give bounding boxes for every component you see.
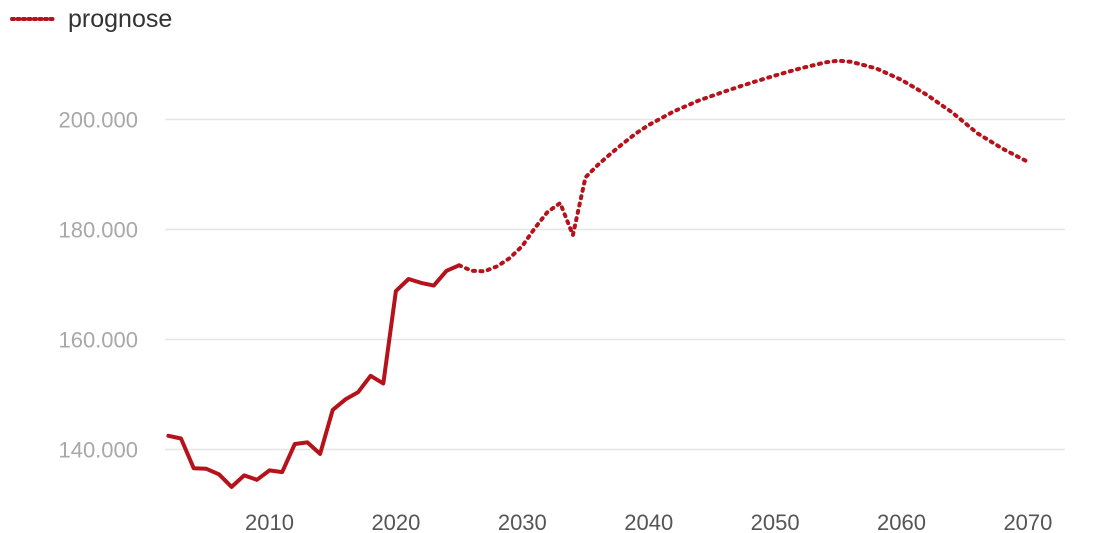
- series-line-historical: [166, 263, 462, 489]
- y-tick-label: 180.000: [58, 218, 138, 243]
- x-axis-ticks: 2010 2020 2030 2040 2050 2060 2070: [245, 510, 1052, 533]
- x-tick-label: 2020: [371, 510, 420, 533]
- y-tick-label: 200.000: [58, 108, 138, 133]
- legend: prognose: [10, 2, 172, 36]
- legend-label-prognose: prognose: [68, 4, 173, 33]
- gridlines: [165, 118, 1065, 451]
- x-tick-label: 2010: [245, 510, 294, 533]
- series-lines: [166, 58, 1030, 489]
- x-tick-label: 2070: [1003, 510, 1052, 533]
- x-tick-label: 2030: [498, 510, 547, 533]
- y-axis-ticks: 140.000 160.000 180.000 200.000: [58, 108, 138, 463]
- x-tick-label: 2060: [877, 510, 926, 533]
- x-tick-label: 2050: [751, 510, 800, 533]
- legend-swatch-dotted: [10, 17, 58, 21]
- y-tick-label: 160.000: [58, 328, 138, 353]
- series-line-prognose: [457, 58, 1030, 274]
- y-tick-label: 140.000: [58, 438, 138, 463]
- x-tick-label: 2040: [624, 510, 673, 533]
